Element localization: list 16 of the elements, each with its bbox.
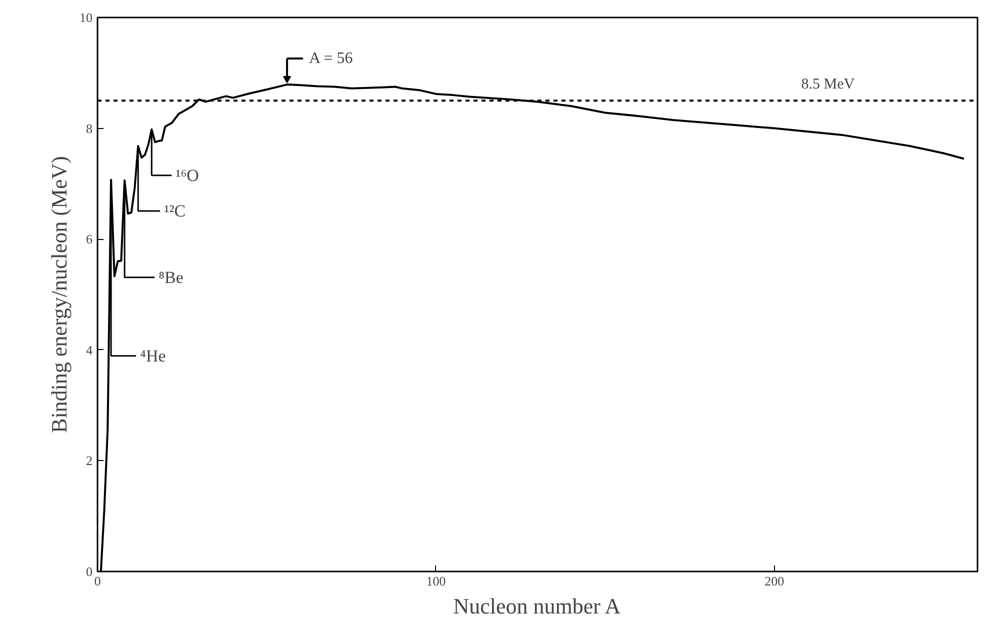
x-tick-label: 100 (426, 574, 446, 588)
y-tick-label: 6 (86, 232, 93, 247)
y-tick-label: 0 (86, 564, 92, 579)
x-axis-title: Nucleon number A (453, 594, 621, 618)
y-tick-label: 8 (86, 120, 92, 136)
y-axis-title: Binding energy/nucleon (MeV) (46, 156, 72, 433)
y-tick-label: 10 (80, 10, 92, 25)
ref-line-label: 8.5 MeV (801, 76, 855, 93)
y-tick-label: 2 (86, 453, 92, 468)
annotation: A = 56 (309, 50, 353, 68)
annotation: ⁴He (140, 346, 166, 366)
annotation: ¹⁶O (176, 166, 199, 185)
annotation: ¹²C (164, 202, 186, 221)
y-tick-label: 4 (86, 342, 93, 358)
x-tick-label: 200 (764, 574, 784, 588)
annotation: ⁸Be (158, 268, 184, 287)
